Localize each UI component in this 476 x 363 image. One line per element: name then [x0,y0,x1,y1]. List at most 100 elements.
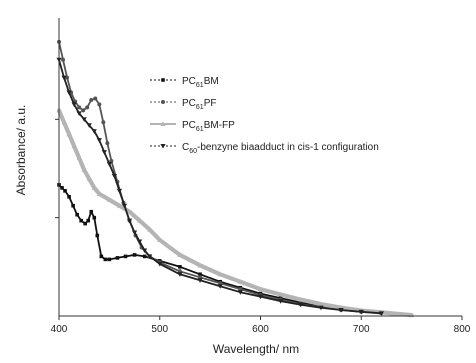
x-tick-label-500: 500 [151,324,168,335]
legend-label-2: PC61PF [182,98,216,111]
series-4-point-2 [61,75,67,81]
series-2-point-2 [61,57,66,62]
series-4-point-23 [217,284,223,289]
series-1-point-5 [71,203,75,208]
series-2-point-11 [97,102,102,107]
legend-swatch-marker-4 [160,144,166,149]
series-1-point-19 [142,254,147,259]
legend-label-4: C60-benzyne biaadduct in cis-1 configura… [182,142,379,155]
series-3-point-20 [257,286,264,292]
series-2-point-8 [85,105,90,110]
series-3-point-7 [86,176,92,181]
x-tick-label-700: 700 [353,324,370,335]
series-1-point-11 [92,215,97,220]
series-3-point-10 [106,197,112,202]
series-3-point-14 [147,226,153,232]
legend: PC61BM PC61PF PC61BM-FP C60-benzyne biaaddu… [150,76,379,155]
legend-item-4: C60-benzyne biaadduct in cis-1 configura… [150,142,379,155]
series-1-point-18 [132,253,137,257]
series-3-point-17 [197,262,203,268]
series-1-point-13 [99,254,104,259]
series-1-point-9 [86,218,91,223]
legend-label-1: PC61BM [182,76,219,89]
series-4-point-10 [101,150,107,155]
series-4-point-28 [318,305,324,311]
series-3-point-9 [96,191,102,196]
series-4-point-4 [71,102,77,108]
series-1-point-4 [67,195,71,199]
series-1-point-21 [178,265,182,269]
series-2-point-12 [101,120,106,125]
series-1 [57,183,384,315]
series-1-point-15 [107,257,112,262]
series-1-point-6 [75,212,79,217]
series-1-point-17 [123,254,128,259]
x-tick-label-600: 600 [252,324,269,335]
series-4-point-26 [278,299,284,304]
legend-item-1: PC61BM [150,76,219,89]
series-3-point-12 [126,209,133,214]
series-4 [56,57,384,316]
y-axis-title: Absorbance/ a.u. [14,105,28,196]
series-4-point-19 [147,254,153,259]
series-4-point-29 [338,308,344,313]
series-3-point-22 [298,297,304,302]
series-4-point-11 [106,162,112,167]
series-3-point-19 [237,279,243,284]
x-axis-title: Wavelength/ nm [213,342,299,356]
series-1-point-3 [63,189,67,193]
series-4-point-12 [111,173,118,179]
series-3-point-18 [217,271,223,277]
series-4-point-22 [197,278,203,283]
series-2-point-7 [81,108,86,113]
series-4-point-20 [157,261,163,267]
series-4-point-7 [86,123,92,128]
x-tick-label-800: 800 [454,324,471,335]
axes-group: 400 500 600 700 800 [51,18,471,335]
series-3-point-6 [81,167,87,172]
legend-label-3: PC61BM-FP [182,120,235,133]
series-3-point-2 [61,119,67,125]
legend-swatch-marker-2 [161,100,165,104]
series-2-point-13 [105,141,110,146]
series-3-point-16 [177,252,183,257]
series-4-point-9 [96,138,102,143]
series-3-line [56,108,414,318]
series-3-point-13 [137,218,143,223]
series-2-point-9 [89,97,94,102]
series-4-point-5 [76,111,82,116]
legend-swatch-marker-1 [161,78,165,82]
series-3-point-15 [157,237,163,243]
series-1-point-8 [83,221,87,226]
legend-item-3: PC61BM-FP [150,120,235,133]
series-3-point-23 [318,301,324,307]
series-4-point-13 [116,188,123,194]
series-1-point-7 [79,218,83,223]
plot-series-group [56,39,415,318]
series-3-point-4 [71,143,77,149]
series-4-point-30 [358,309,364,315]
series-2-point-10 [93,96,98,101]
series-3-point-5 [76,155,82,161]
series-3-point-3 [66,131,72,137]
series-4-point-27 [298,302,304,308]
series-3-point-8 [91,185,97,190]
series-1-point-2 [60,186,64,190]
series-4-point-18 [142,248,148,254]
series-4-point-14 [121,203,128,209]
series-4-point-17 [137,239,143,245]
legend-swatch-marker-3 [160,121,166,126]
series-3-point-11 [116,203,123,208]
series-1-point-14 [103,257,108,262]
series-4-point-15 [126,218,133,224]
series-1-point-12 [95,233,100,238]
series-3-point-27 [398,311,405,317]
series-1-point-22 [198,272,202,277]
series-2-point-6 [77,105,82,110]
series-1-line [58,184,383,314]
series-4-point-8 [91,129,97,134]
x-tick-label-400: 400 [51,324,68,335]
series-4-point-31 [378,311,384,316]
series-3-point-21 [278,291,284,297]
